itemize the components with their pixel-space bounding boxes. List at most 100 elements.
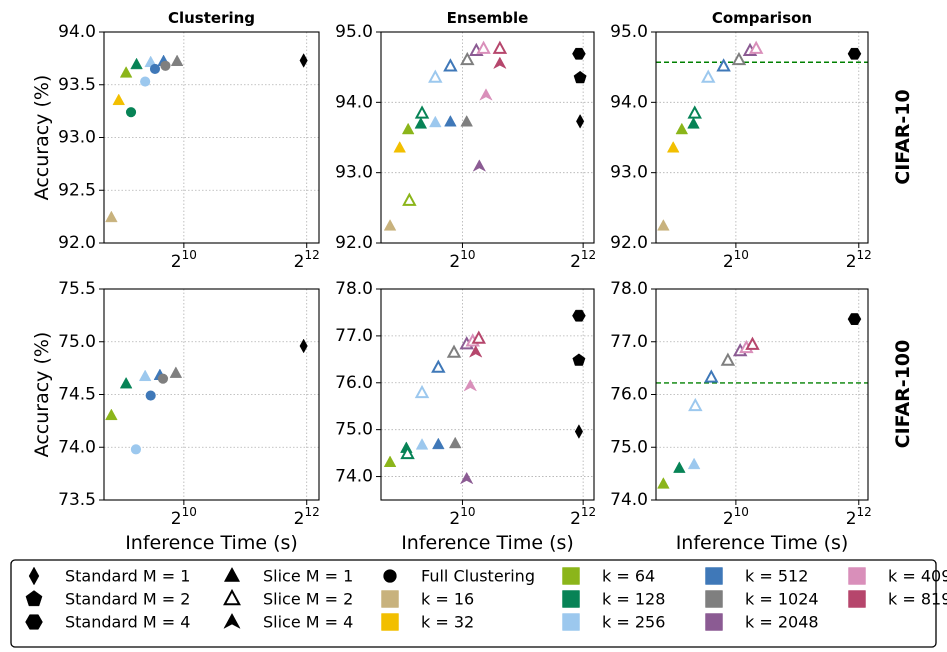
data-point-kstandard-diamond bbox=[299, 53, 308, 68]
x-axis-label: Inference Time (s) bbox=[401, 532, 574, 554]
y-tick-label: 95.0 bbox=[335, 22, 373, 42]
legend-item-5: Slice M = 2 bbox=[223, 588, 353, 609]
data-point-k1024-triangle bbox=[460, 115, 473, 127]
data-point-k64-triangle-open bbox=[402, 192, 417, 206]
legend-item-3: Standard M = 4 bbox=[25, 613, 190, 632]
subplot-2: 92.0 93.0 94.0 95.0 210 212 Ensemble bbox=[335, 9, 596, 272]
legend-item-4: Slice M = 1 bbox=[223, 567, 353, 586]
data-point-k16-triangle bbox=[383, 219, 397, 231]
data-point-k8192-triangle-open bbox=[492, 40, 508, 54]
x-tick-label: 210 bbox=[723, 505, 749, 529]
subplot-1: 92.0 92.5 93.0 93.5 94.0 210 212 Clustering Accu… bbox=[31, 9, 320, 272]
y-tick-label: 75.5 bbox=[58, 279, 96, 299]
legend-marker-hexagon bbox=[25, 614, 43, 630]
data-point-k1024-triangle-open bbox=[720, 352, 736, 366]
legend-item-13: k = 512 bbox=[705, 567, 808, 586]
y-tick-label: 93.0 bbox=[610, 163, 648, 183]
data-point-k256-circle bbox=[130, 444, 142, 455]
data-point-k8192-tri-arrow bbox=[493, 56, 507, 70]
legend-item-7: Full Clustering bbox=[383, 567, 535, 586]
data-point-k16-triangle bbox=[105, 210, 118, 223]
data-point-k128-triangle-open bbox=[414, 105, 430, 119]
y-tick-label: 93.5 bbox=[58, 75, 96, 95]
data-point-k1024-triangle-open bbox=[446, 344, 462, 358]
data-point-k32-triangle bbox=[666, 141, 680, 153]
data-point-k256-triangle bbox=[429, 115, 442, 128]
legend-label: Standard M = 4 bbox=[65, 613, 190, 632]
y-tick-label: 74.0 bbox=[58, 437, 96, 457]
legend-label: k = 4096 bbox=[888, 567, 947, 586]
legend-label: k = 8192 bbox=[888, 590, 947, 609]
y-tick-label: 93.0 bbox=[335, 163, 373, 183]
data-point-k128-triangle bbox=[119, 376, 133, 389]
data-point-k8192-tri-arrow bbox=[468, 345, 483, 358]
data-point-k1024-triangle bbox=[170, 54, 184, 67]
x-tick-label: 210 bbox=[449, 248, 475, 272]
data-point-k512-circle bbox=[149, 63, 161, 74]
data-point-k8192-triangle-open bbox=[471, 330, 486, 344]
x-axis-label: Inference Time (s) bbox=[125, 532, 298, 554]
data-point-kstandard-diamond bbox=[299, 338, 308, 354]
y-tick-label: 78.0 bbox=[335, 279, 373, 299]
legend-label: k = 256 bbox=[602, 613, 665, 632]
data-point-k4096-tri-arrow bbox=[479, 88, 493, 101]
data-point-kstandard-hexagon bbox=[572, 47, 586, 60]
data-point-k64-triangle bbox=[119, 66, 133, 78]
y-tick-label: 76.0 bbox=[610, 385, 648, 405]
data-point-k8192-triangle-open bbox=[745, 336, 760, 350]
legend-label: k = 16 bbox=[421, 590, 474, 609]
data-point-k2048-tri-arrow bbox=[472, 159, 487, 172]
legend-label: k = 1024 bbox=[745, 590, 819, 609]
legend-item-10: k = 64 bbox=[562, 567, 655, 586]
legend-marker-square bbox=[705, 590, 723, 608]
data-point-k1024-triangle-open bbox=[460, 51, 475, 66]
data-point-k64-triangle bbox=[675, 122, 689, 135]
plot-frame bbox=[655, 31, 869, 244]
data-point-kstandard-pentagon bbox=[573, 70, 587, 84]
x-tick-label: 210 bbox=[171, 248, 197, 272]
x-tick-label: 212 bbox=[294, 248, 320, 272]
y-axis-label: Accuracy (%) bbox=[31, 75, 53, 201]
row-label-cifar10: CIFAR-10 bbox=[892, 89, 914, 184]
legend-item-17: k = 8192 bbox=[848, 590, 947, 609]
x-tick-label: 210 bbox=[171, 505, 197, 529]
y-tick-label: 73.5 bbox=[58, 490, 96, 510]
data-point-k128-triangle bbox=[414, 117, 428, 129]
x-tick-label: 212 bbox=[846, 505, 872, 529]
data-point-k512-circle bbox=[145, 390, 156, 401]
data-point-k512-triangle-open bbox=[716, 58, 731, 72]
data-point-kstandard-hexagon bbox=[572, 309, 586, 322]
legend-label: k = 512 bbox=[745, 567, 808, 586]
y-tick-label: 94.0 bbox=[335, 92, 373, 112]
data-point-k256-triangle-open bbox=[428, 69, 443, 83]
data-point-k4096-triangle-open bbox=[748, 40, 764, 54]
legend-marker-pentagon bbox=[25, 590, 43, 607]
data-point-k4096-triangle-open bbox=[476, 40, 491, 54]
legend-item-12: k = 256 bbox=[562, 613, 665, 632]
legend-label: Slice M = 4 bbox=[263, 613, 353, 632]
legend-label: Slice M = 1 bbox=[263, 567, 353, 586]
legend-label: Standard M = 2 bbox=[65, 590, 190, 609]
y-tick-label: 77.0 bbox=[610, 332, 648, 352]
data-point-k128-triangle bbox=[687, 117, 700, 129]
legend-label: k = 32 bbox=[421, 613, 474, 632]
y-tick-label: 76.0 bbox=[335, 373, 373, 393]
legend-item-11: k = 128 bbox=[562, 590, 665, 609]
x-tick-label: 212 bbox=[294, 505, 320, 529]
subplot-6: 74.0 75.0 76.0 77.0 78.0 210 212 Inference Time… bbox=[610, 279, 872, 554]
legend-marker-square bbox=[562, 590, 580, 608]
y-axis-label: Accuracy (%) bbox=[31, 332, 53, 458]
legend-item-6: Slice M = 4 bbox=[223, 613, 353, 632]
legend-label: Slice M = 2 bbox=[263, 590, 353, 609]
y-tick-label: 74.0 bbox=[610, 490, 648, 510]
legend-marker-square bbox=[848, 567, 866, 585]
data-point-k16-triangle bbox=[657, 219, 670, 231]
data-point-k1024-triangle-open bbox=[731, 51, 747, 66]
data-point-k256-triangle-open bbox=[700, 69, 716, 83]
legend-label: Standard M = 1 bbox=[65, 567, 190, 586]
legend-marker-square bbox=[562, 567, 580, 585]
data-point-k512-triangle bbox=[432, 437, 445, 450]
legend-label: k = 64 bbox=[602, 567, 655, 586]
